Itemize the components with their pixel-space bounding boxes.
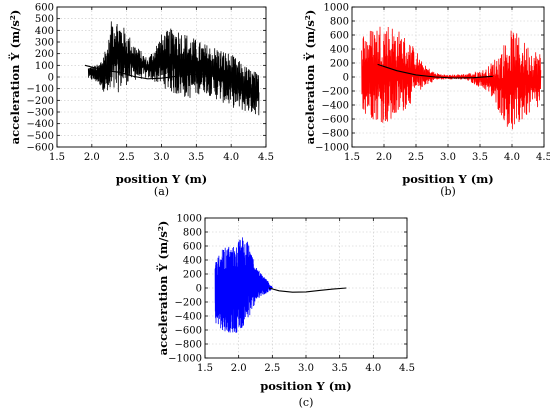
- data-series-group: [214, 237, 347, 333]
- x-tick-label: 4.0: [365, 363, 381, 374]
- y-tick-label: 800: [183, 228, 202, 239]
- y-axis-label: acceleration Ÿ (m/s²): [8, 10, 22, 145]
- x-tick-label: 3.0: [440, 152, 456, 163]
- y-tick-label: 0: [196, 284, 202, 295]
- plot-frame: [56, 6, 267, 148]
- data-series-group: [361, 26, 542, 130]
- x-axis-label: position Y (m): [260, 379, 352, 393]
- y-tick-label: 800: [330, 17, 349, 28]
- y-tick-label: 400: [330, 45, 349, 56]
- x-tick-label: 3.5: [188, 152, 204, 163]
- y-tick-label: 1000: [177, 214, 202, 225]
- y-tick-label: −1000: [168, 354, 202, 365]
- x-tick-label: 4.5: [258, 152, 274, 163]
- plot-frame: [204, 217, 408, 359]
- y-tick-label: −100: [27, 84, 54, 95]
- y-tick-label: 200: [330, 59, 349, 70]
- series-line-noisy: [87, 21, 260, 116]
- series-line-noisy: [214, 237, 273, 333]
- y-tick-label: 1000: [324, 3, 349, 14]
- y-tick-label: 400: [183, 256, 202, 267]
- y-tick-label: −600: [322, 115, 349, 126]
- x-axis-label: position Y (m): [402, 172, 494, 186]
- series-line-noisy: [361, 26, 542, 130]
- y-tick-label: 200: [183, 270, 202, 281]
- series-line-smooth: [377, 63, 493, 79]
- y-tick-label: −400: [175, 312, 202, 323]
- y-axis-label: acceleration Ÿ (m/s²): [303, 10, 317, 145]
- y-tick-label: −600: [27, 143, 54, 154]
- y-tick-label: 600: [330, 31, 349, 42]
- series-line-smooth: [268, 287, 347, 293]
- x-tick-label: 3.0: [154, 152, 170, 163]
- x-tick-label: 2.0: [376, 152, 392, 163]
- y-axis-label: acceleration Ÿ (m/s²): [156, 221, 170, 356]
- y-tick-label: −1000: [315, 143, 349, 154]
- y-tick-label: −300: [27, 108, 54, 119]
- x-tick-label: 2.0: [231, 363, 247, 374]
- y-tick-label: 600: [35, 3, 54, 14]
- y-tick-label: 100: [35, 61, 54, 72]
- x-tick-label: 3.0: [298, 363, 314, 374]
- chart-panel-a: 6005004003002001000−100−200−300−400−500−…: [8, 3, 274, 199]
- x-tick-label: 4.5: [399, 363, 415, 374]
- x-tick-label: 2.0: [84, 152, 100, 163]
- x-tick-label: 1.5: [49, 152, 65, 163]
- x-tick-label: 1.5: [197, 363, 213, 374]
- series-line-smooth: [84, 64, 232, 80]
- chart-panel-b: 1000 800 600 400 200 0 −200 −400 −600 −800 −10001.…: [303, 3, 550, 199]
- y-tick-label: 0: [343, 73, 349, 84]
- chart-panel-c: 1000 800 600 400 200 0 −200 −400 −600 −800 −10001.…: [156, 214, 415, 410]
- panel-caption: (c): [299, 396, 314, 409]
- x-tick-label: 2.5: [119, 152, 135, 163]
- y-tick-label: −600: [175, 326, 202, 337]
- x-tick-label: 3.5: [332, 363, 348, 374]
- y-tick-label: −500: [27, 131, 54, 142]
- y-tick-label: 500: [35, 14, 54, 25]
- x-tick-label: 2.5: [408, 152, 424, 163]
- x-tick-label: 2.5: [264, 363, 280, 374]
- x-tick-label: 3.5: [472, 152, 488, 163]
- panel-caption: (b): [440, 185, 456, 198]
- x-tick-label: 4.5: [536, 152, 550, 163]
- data-series-group: [84, 21, 260, 116]
- y-tick-label: 400: [35, 26, 54, 37]
- x-axis-label: position Y (m): [116, 172, 208, 186]
- y-tick-label: −800: [322, 129, 349, 140]
- y-tick-label: 200: [35, 49, 54, 60]
- x-tick-label: 4.0: [223, 152, 239, 163]
- y-tick-label: −200: [322, 87, 349, 98]
- y-tick-label: −200: [27, 96, 54, 107]
- y-tick-label: −400: [27, 119, 54, 130]
- y-tick-label: −400: [322, 101, 349, 112]
- x-tick-label: 4.0: [504, 152, 520, 163]
- y-tick-label: −200: [175, 298, 202, 309]
- panel-caption: (a): [154, 185, 169, 198]
- y-tick-label: −800: [175, 340, 202, 351]
- y-tick-label: 300: [35, 38, 54, 49]
- x-tick-label: 1.5: [344, 152, 360, 163]
- y-tick-label: 600: [183, 242, 202, 253]
- y-tick-label: 0: [48, 73, 54, 84]
- plot-frame: [351, 6, 545, 148]
